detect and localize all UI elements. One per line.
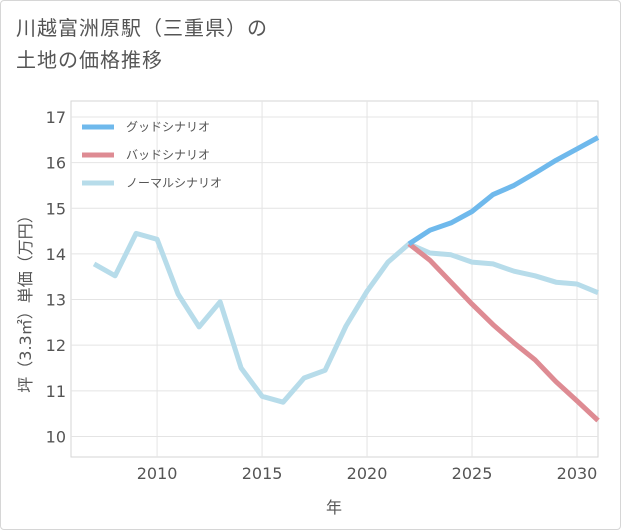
- bad-scenario-line: [407, 241, 600, 423]
- y-axis-label: 坪（3.3㎡）単価（万円）: [16, 207, 35, 392]
- legend-label-bad: バッドシナリオ: [126, 148, 210, 162]
- chart-title-line-1: 川越富洲原駅（三重県）の: [16, 16, 268, 40]
- x-tick-label: 2010: [137, 464, 178, 483]
- y-tick-labels: 10 11 12 13 14 15 16 17: [46, 108, 66, 446]
- y-tick-label: 16: [46, 154, 66, 173]
- y-tick-label: 14: [46, 245, 66, 264]
- x-tick-label: 2015: [242, 464, 283, 483]
- x-tick-label: 2020: [347, 464, 388, 483]
- y-tick-label: 15: [46, 199, 66, 218]
- y-tick-label: 13: [46, 291, 66, 310]
- normal-scenario-line: [92, 230, 599, 405]
- y-tick-label: 10: [46, 427, 66, 446]
- y-tick-label: 11: [46, 382, 66, 401]
- x-tick-label: 2025: [452, 464, 493, 483]
- legend-label-normal: ノーマルシナリオ: [126, 176, 222, 190]
- chart-title: 川越富洲原駅（三重県）の 土地の価格推移: [16, 12, 268, 76]
- x-tick-label: 2030: [557, 464, 598, 483]
- y-tick-label: 17: [46, 108, 66, 127]
- plot-area: [70, 100, 599, 458]
- x-tick-labels: 2010 2015 2020 2025 2030: [137, 464, 598, 483]
- legend-label-good: グッドシナリオ: [126, 120, 210, 134]
- x-axis-label: 年: [326, 498, 342, 517]
- chart-title-line-2: 土地の価格推移: [16, 48, 163, 72]
- y-tick-label: 12: [46, 336, 66, 355]
- series-lines: [92, 135, 600, 423]
- good-scenario-line: [407, 135, 600, 246]
